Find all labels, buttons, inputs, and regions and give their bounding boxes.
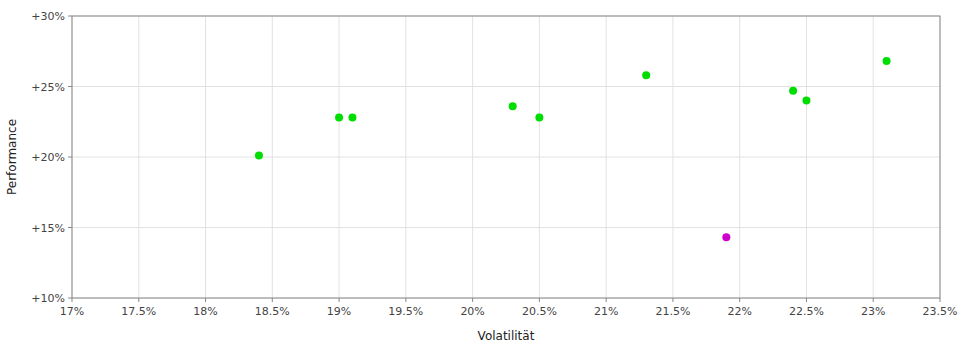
series — [255, 57, 891, 159]
x-tick-label: 17.5% — [121, 305, 156, 318]
scatter-point — [883, 57, 891, 65]
y-tick-label: +10% — [31, 292, 65, 305]
y-grid-line — [72, 227, 940, 228]
scatter-point — [789, 87, 797, 95]
series — [722, 233, 730, 241]
x-tick — [205, 298, 206, 302]
scatter-point — [335, 114, 343, 122]
plot-background — [72, 16, 940, 298]
scatter-point — [722, 233, 730, 241]
axes: 17% 17.5% 18% 18.5% 19% 19.5% 20% 20.5% 21% 21.5%… — [31, 10, 957, 318]
x-tick — [940, 298, 941, 302]
x-tick — [339, 298, 340, 302]
scatter-point — [348, 114, 356, 122]
data-points — [255, 57, 891, 241]
scatter-point — [642, 71, 650, 79]
x-tick — [138, 298, 139, 302]
y-tick-label: +20% — [31, 151, 65, 164]
scatter-point — [802, 97, 810, 105]
y-axis-label: Performance — [5, 119, 19, 195]
x-tick — [672, 298, 673, 302]
x-tick-label: 18.5% — [255, 305, 290, 318]
x-tick-label: 22% — [727, 305, 751, 318]
x-tick — [606, 298, 607, 302]
plot-frame — [72, 16, 940, 298]
y-tick — [68, 16, 72, 17]
y-tick-label: +15% — [31, 222, 65, 235]
x-tick-label: 19.5% — [388, 305, 423, 318]
x-tick — [272, 298, 273, 302]
chart-container: 17% 17.5% 18% 18.5% 19% 19.5% 20% 20.5% 21% 21.5%… — [0, 0, 966, 350]
x-tick-label: 20.5% — [522, 305, 557, 318]
scatter-point — [535, 114, 543, 122]
grid — [72, 16, 940, 298]
x-tick-label: 21% — [594, 305, 618, 318]
y-grid-line — [72, 157, 940, 158]
x-tick-label: 17% — [60, 305, 84, 318]
x-tick-label: 18% — [193, 305, 217, 318]
scatter-point — [255, 152, 263, 160]
x-tick — [739, 298, 740, 302]
y-tick — [68, 86, 72, 87]
x-tick-label: 21.5% — [655, 305, 690, 318]
y-tick-label: +30% — [31, 10, 65, 23]
y-grid-line — [72, 86, 940, 87]
x-axis-label: Volatilität — [478, 329, 535, 343]
scatter-point — [509, 102, 517, 110]
x-tick — [72, 298, 73, 302]
x-tick-label: 19% — [327, 305, 351, 318]
x-tick — [539, 298, 540, 302]
x-tick-label: 22.5% — [789, 305, 824, 318]
y-tick — [68, 298, 72, 299]
y-tick-label: +25% — [31, 81, 65, 94]
x-tick — [873, 298, 874, 302]
chart-svg: 17% 17.5% 18% 18.5% 19% 19.5% 20% 20.5% 21% 21.5%… — [0, 0, 966, 350]
y-tick — [68, 227, 72, 228]
x-tick — [806, 298, 807, 302]
x-tick — [405, 298, 406, 302]
x-tick-label: 23.5% — [923, 305, 958, 318]
x-tick — [472, 298, 473, 302]
x-tick-label: 23% — [861, 305, 885, 318]
x-tick-label: 20% — [460, 305, 484, 318]
y-tick — [68, 157, 72, 158]
